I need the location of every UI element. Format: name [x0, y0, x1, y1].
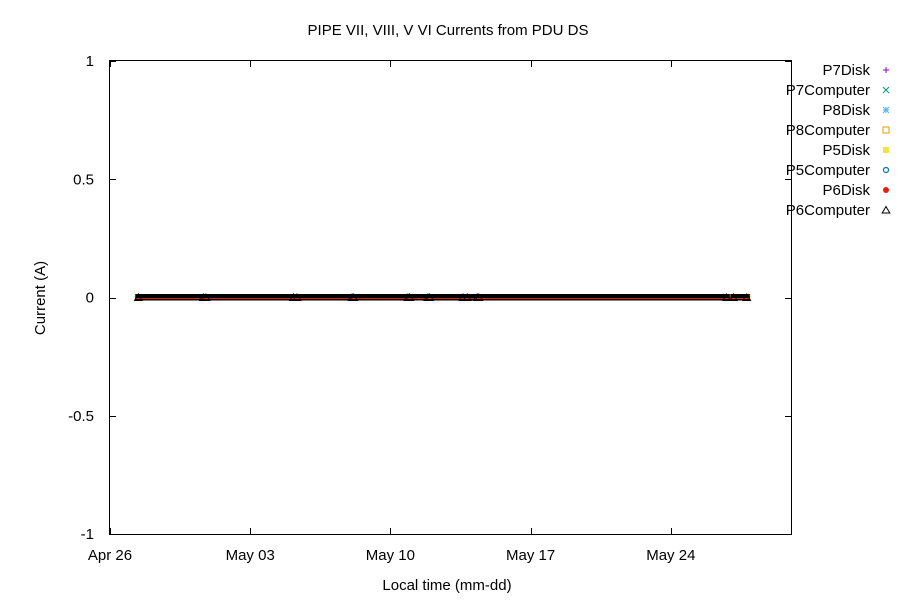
legend-marker-P6Computer — [881, 205, 891, 214]
y-tick-label: -0.5 — [68, 408, 94, 425]
y-tick-label: 1 — [86, 53, 94, 70]
legend-label-P8Computer: P8Computer — [786, 122, 870, 139]
x-axis-ticks: Apr 26 May 03 May 10 May 17 May 24 — [88, 61, 695, 564]
legend-label-P5Computer: P5Computer — [786, 162, 870, 179]
legend-label-P7Computer: P7Computer — [786, 82, 870, 99]
point-start-P6Computer-3 — [349, 293, 359, 301]
y-tick-label: -1 — [81, 526, 94, 543]
y-tick-label: 0 — [86, 290, 94, 307]
chart-title: PIPE VII, VIII, V VI Currents from PDU D… — [308, 22, 589, 39]
legend-label-P7Disk: P7Disk — [822, 62, 870, 79]
legend-label-P6Computer: P6Computer — [786, 202, 870, 219]
y-axis-label: Current (A) — [32, 261, 49, 335]
series-segment-P6Computer-3 — [350, 294, 411, 301]
legend-label-P8Disk: P8Disk — [822, 102, 870, 119]
y-axis-ticks: 1 0.5 0 -0.5 -1 — [68, 53, 791, 543]
legend-label-P5Disk: P5Disk — [822, 142, 870, 159]
series-segment-P6Computer-8 — [730, 294, 750, 301]
series-segment-P6Computer-2 — [293, 294, 356, 301]
point-start-P6Computer-1 — [201, 293, 211, 301]
plot-frame — [109, 60, 792, 535]
point-end-P6Computer-8 — [742, 293, 752, 301]
y-tick-label: 0.5 — [73, 171, 94, 188]
point-start-P6Computer-6 — [462, 293, 472, 301]
series-segment-P6Computer-7 — [475, 294, 730, 301]
legend-marker-P6Disk — [883, 187, 889, 193]
legend-marker-P5Computer — [882, 166, 890, 174]
legend-marker-P5Disk — [883, 147, 889, 153]
legend: P7Disk P7Computer P8Disk P8Computer P5Disk P5… — [786, 62, 891, 219]
x-axis-label: Local time (mm-dd) — [382, 577, 511, 594]
point-start-P6Computer-0 — [133, 293, 144, 301]
data-marks — [133, 293, 752, 301]
series-segment-P6Computer-0 — [135, 294, 207, 301]
x-tick-label: May 03 — [226, 547, 275, 564]
series-segment-P6Computer-1 — [202, 294, 297, 301]
legend-marker-P7Disk — [883, 67, 889, 73]
legend-marker-P7Computer — [882, 86, 890, 94]
series-segment-P6Computer-4 — [406, 294, 431, 301]
x-tick-label: May 24 — [646, 547, 695, 564]
legend-marker-P8Disk — [882, 106, 890, 114]
point-start-P6Computer-4 — [404, 293, 415, 301]
point-start-P6Computer-2 — [292, 293, 302, 301]
legend-label-P6Disk: P6Disk — [822, 182, 870, 199]
x-tick-label: Apr 26 — [88, 547, 132, 564]
point-start-P6Computer-7 — [474, 293, 484, 301]
point-start-P6Computer-8 — [728, 293, 739, 301]
x-tick-label: May 17 — [506, 547, 555, 564]
series-segment-P6Computer-6 — [464, 294, 481, 301]
series-P6Computer — [133, 293, 752, 301]
point-end-P6Computer-7 — [722, 293, 732, 301]
x-tick-label: May 10 — [366, 547, 415, 564]
legend-marker-P8Computer — [882, 126, 890, 134]
point-start-P6Computer-5 — [424, 293, 435, 301]
series-segment-P6Computer-5 — [426, 294, 467, 301]
